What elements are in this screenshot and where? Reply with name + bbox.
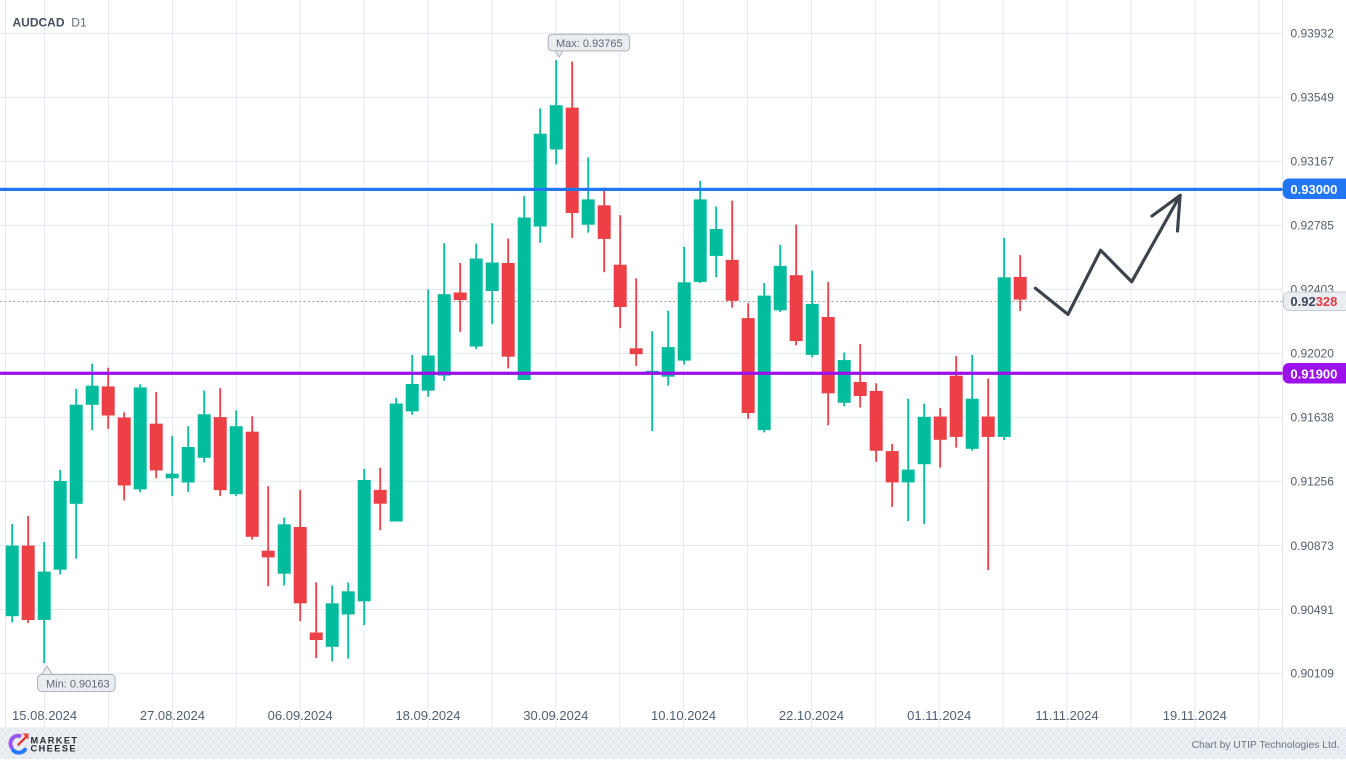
svg-text:Max: 0.93765: Max: 0.93765 [556, 38, 623, 50]
svg-text:15.08.2024: 15.08.2024 [12, 708, 77, 723]
svg-text:0.92020: 0.92020 [1291, 347, 1335, 361]
svg-text:0.92785: 0.92785 [1291, 219, 1335, 233]
svg-text:06.09.2024: 06.09.2024 [268, 708, 333, 723]
svg-text:D1: D1 [71, 15, 87, 29]
svg-text:0.93549: 0.93549 [1291, 91, 1335, 105]
svg-text:10.10.2024: 10.10.2024 [651, 708, 716, 723]
svg-text:0.92328: 0.92328 [1290, 294, 1337, 309]
svg-text:0.90109: 0.90109 [1291, 667, 1335, 681]
svg-text:27.08.2024: 27.08.2024 [140, 708, 205, 723]
svg-text:0.93167: 0.93167 [1291, 155, 1335, 169]
svg-text:0.91900: 0.91900 [1290, 367, 1337, 382]
svg-text:0.90873: 0.90873 [1291, 539, 1335, 553]
svg-text:0.93932: 0.93932 [1291, 27, 1335, 41]
svg-text:22.10.2024: 22.10.2024 [779, 708, 844, 723]
svg-text:18.09.2024: 18.09.2024 [395, 708, 460, 723]
svg-text:30.09.2024: 30.09.2024 [523, 708, 588, 723]
svg-text:11.11.2024: 11.11.2024 [1035, 708, 1098, 723]
svg-text:19.11.2024: 19.11.2024 [1163, 708, 1227, 723]
svg-text:0.91638: 0.91638 [1291, 411, 1335, 425]
svg-text:0.90491: 0.90491 [1291, 603, 1335, 617]
svg-text:Chart by UTIP Technologies Ltd: Chart by UTIP Technologies Ltd. [1192, 740, 1340, 751]
svg-text:0.91256: 0.91256 [1291, 475, 1335, 489]
svg-text:0.93000: 0.93000 [1290, 182, 1337, 197]
svg-text:AUDCAD: AUDCAD [13, 15, 65, 29]
svg-text:Min: 0.90163: Min: 0.90163 [46, 678, 110, 690]
svg-text:01.11.2024: 01.11.2024 [907, 708, 971, 723]
svg-text:MARKET: MARKET [31, 735, 79, 745]
svg-text:CHEESE: CHEESE [31, 743, 77, 753]
